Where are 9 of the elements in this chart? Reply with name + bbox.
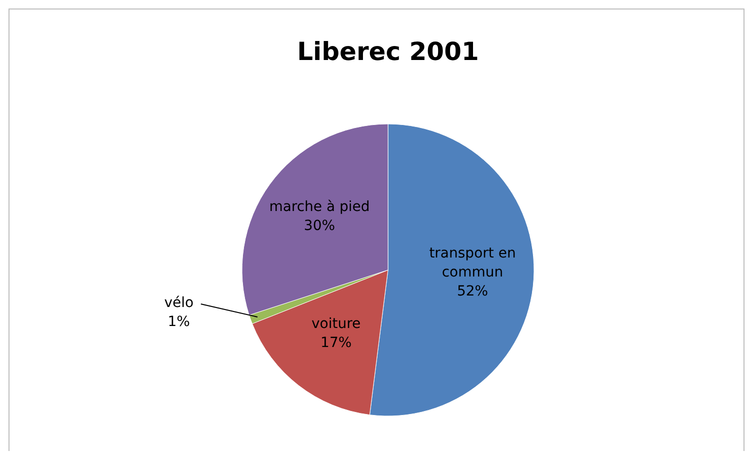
data-label: 52% xyxy=(456,283,488,300)
slice-label: voiture xyxy=(312,316,361,332)
data-label: 17% xyxy=(320,334,352,351)
slice-label: marche à pied xyxy=(269,199,370,216)
data-label: 30% xyxy=(304,218,336,234)
slice-label: vélo xyxy=(164,294,194,311)
data-label: 1% xyxy=(168,314,190,330)
slice-label: transport en commun xyxy=(429,245,516,280)
chart-title: Liberec 2001 xyxy=(297,37,479,66)
